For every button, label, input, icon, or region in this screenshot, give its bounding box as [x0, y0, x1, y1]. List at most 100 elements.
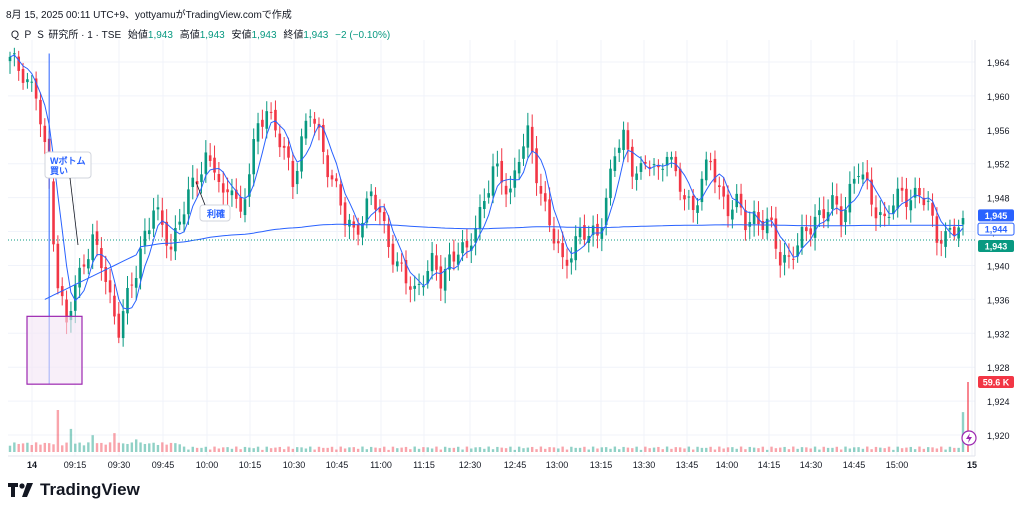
price-axis-label-text: 1,945 — [985, 211, 1008, 221]
volume-bar — [665, 446, 669, 452]
candle-body — [252, 139, 255, 175]
price-axis-label — [977, 222, 1015, 236]
candle-body — [21, 68, 25, 83]
price-chart[interactable]: 1,920 1,924 1,928 1,932 1,936 1,940 1,944 1,948… — [0, 40, 1024, 470]
candle-body — [356, 224, 360, 235]
annotation-box-take-profit — [199, 204, 231, 222]
candle-body — [952, 226, 956, 236]
x-tick-label: 10:00 — [196, 460, 219, 470]
candle-body — [796, 245, 799, 257]
volume-bar — [948, 446, 952, 452]
volume-bar — [770, 446, 773, 452]
volume-bar — [931, 447, 934, 452]
volume-bar — [235, 446, 238, 452]
chart-caption: 8月 15, 2025 00:11 UTC+9、yottyamuがTrading… — [6, 10, 292, 21]
candle-body — [400, 262, 403, 264]
volume-bar — [243, 446, 247, 452]
candle-body — [248, 174, 251, 197]
volume-bar — [78, 442, 81, 452]
candle-body — [574, 236, 578, 261]
volume-bar — [291, 448, 295, 452]
candle-body — [778, 252, 782, 266]
candle-body — [513, 170, 517, 188]
candle-body — [948, 228, 952, 230]
candle-body — [617, 147, 621, 153]
candle-body — [187, 189, 190, 215]
volume-bar — [300, 447, 303, 452]
volume-bar — [548, 447, 551, 452]
candle-body — [678, 168, 682, 192]
candle-body — [500, 160, 504, 183]
volume-bar — [565, 449, 569, 452]
candle-body — [905, 188, 908, 207]
candle-body — [791, 258, 795, 260]
candle-body — [39, 99, 42, 125]
volume-bar — [530, 446, 534, 452]
volume-bar — [74, 443, 77, 452]
candle-body — [374, 194, 377, 210]
candle-body — [639, 163, 643, 172]
candle-body — [169, 246, 173, 250]
x-tick-label: 09:45 — [152, 460, 175, 470]
candle-body — [404, 260, 408, 284]
candle-body — [900, 187, 904, 191]
candle-body — [918, 188, 921, 196]
y-tick-label: 1,920 — [987, 431, 1010, 441]
candle-body — [548, 199, 551, 226]
volume-bar — [478, 447, 482, 452]
candle-body — [926, 200, 930, 202]
candle-body — [82, 264, 86, 267]
volume-bar — [169, 442, 173, 452]
candle-body — [282, 145, 286, 148]
candle-body — [178, 221, 182, 225]
candle-body — [95, 231, 99, 245]
volume-bar — [378, 448, 382, 452]
candle-body — [165, 221, 168, 246]
candle-body — [456, 254, 460, 265]
candle-body — [687, 196, 691, 198]
volume-bar — [82, 445, 86, 452]
candle-body — [530, 126, 534, 152]
brand-name: TradingView — [40, 480, 140, 499]
candle-body — [944, 231, 947, 247]
volume-bar — [835, 446, 839, 452]
x-tick-label: 10:15 — [239, 460, 262, 470]
candle-body — [378, 207, 382, 213]
volume-bar — [822, 446, 825, 452]
volume-bar — [957, 447, 960, 452]
volume-bar — [887, 446, 891, 452]
candle-body — [557, 241, 560, 244]
candle-body — [744, 210, 747, 231]
candle-body — [73, 284, 77, 311]
candle-body — [774, 218, 778, 249]
y-tick-label: 1,956 — [987, 126, 1010, 136]
candle-body — [300, 136, 303, 172]
candle-body — [604, 197, 608, 226]
volume-bar — [383, 446, 386, 452]
volume-bar — [604, 447, 608, 452]
x-tick-label: 14:00 — [716, 460, 739, 470]
annotation-w-bottom-text: Wボトム — [50, 155, 86, 166]
volume-bar — [953, 447, 956, 452]
volume-bar — [95, 443, 99, 452]
candle-body — [935, 216, 939, 243]
x-tick-label: 13:00 — [546, 460, 569, 470]
candle-body — [565, 259, 569, 266]
candle-body — [156, 207, 160, 210]
candle-body — [552, 228, 556, 244]
candle-body — [104, 266, 108, 282]
close-value: 1,943 — [303, 30, 329, 41]
open-value: 1,943 — [147, 30, 173, 41]
candle-body — [857, 176, 860, 178]
candle-body — [683, 195, 686, 200]
candle-body — [221, 183, 225, 193]
volume-bar — [435, 446, 438, 452]
candle-body — [295, 170, 299, 185]
tradingview-logo[interactable]: TradingView — [8, 480, 140, 500]
volume-bar — [56, 410, 60, 452]
volume-bar — [365, 449, 369, 452]
volume-bar — [591, 446, 595, 452]
volume-bar — [443, 446, 447, 452]
candle-body — [865, 172, 869, 181]
symbol-name[interactable]: Ｑ Ｐ Ｓ 研究所 · 1 · TSE — [10, 30, 122, 41]
